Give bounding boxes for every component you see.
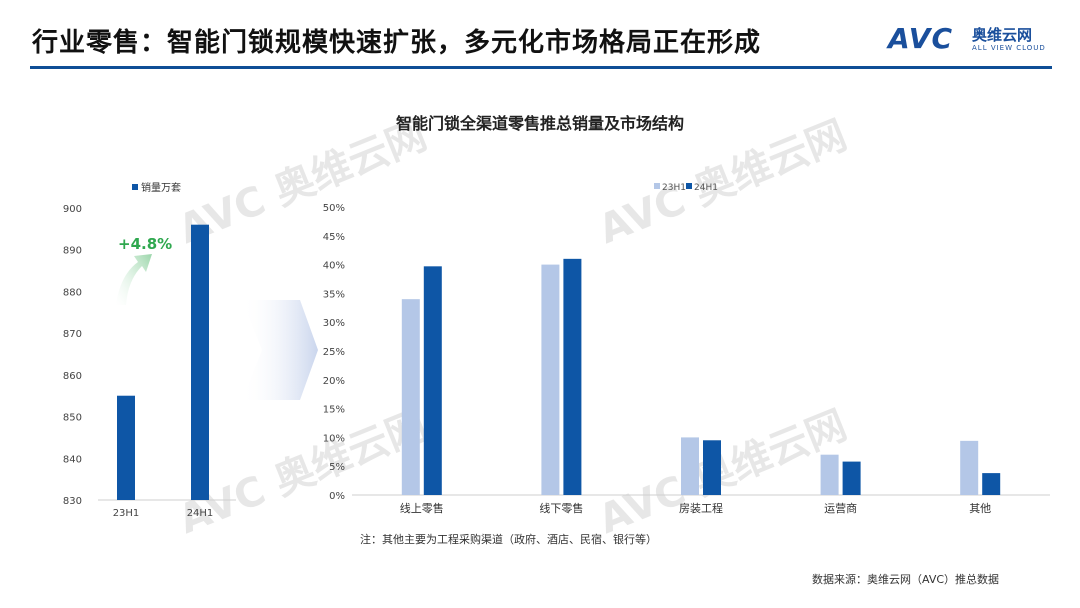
growth-annotation: +4.8%: [118, 235, 172, 253]
y-tick-label: 830: [63, 496, 82, 507]
legend-swatch: [654, 183, 660, 189]
legend-swatch: [132, 184, 138, 190]
y-tick-label: 20%: [323, 376, 345, 387]
legend-label: 23H1: [662, 183, 686, 193]
bar-24h1: [842, 461, 861, 495]
header: 行业零售：智能门锁规模快速扩张，多元化市场格局正在形成 AVC 奥维云网 ALL…: [0, 0, 1080, 69]
x-tick-label: 运营商: [824, 501, 857, 515]
y-tick-label: 870: [63, 329, 82, 340]
chart-title: 智能门锁全渠道零售推总销量及市场结构: [395, 114, 684, 133]
y-tick-label: 5%: [329, 462, 345, 473]
legend-swatch: [686, 183, 692, 189]
y-tick-label: 35%: [323, 289, 345, 300]
logo-cn-text: 奥维云网: [972, 26, 1033, 44]
y-tick-label: 890: [63, 246, 82, 257]
growth-arrow: [116, 254, 152, 305]
y-tick-label: 30%: [323, 318, 345, 329]
x-tick-label: 其他: [969, 502, 991, 515]
y-tick-label: 900: [63, 204, 82, 215]
y-tick-label: 40%: [323, 261, 345, 272]
bar-24h1: [423, 266, 442, 495]
bar-23h1: [960, 440, 979, 495]
x-tick-label: 24H1: [187, 508, 214, 519]
y-tick-label: 10%: [323, 433, 345, 444]
logo-mark: AVC: [888, 22, 953, 55]
y-tick-label: 860: [63, 371, 82, 382]
y-tick-label: 25%: [323, 347, 345, 358]
footnote: 注：其他主要为工程采购渠道（政府、酒店、民宿、银行等）: [360, 533, 657, 546]
bar-23h1: [681, 437, 699, 495]
x-tick-label: 线上零售: [400, 501, 444, 515]
bar-24h1: [703, 440, 721, 495]
y-tick-label: 880: [63, 287, 82, 298]
page-title: 行业零售：智能门锁规模快速扩张，多元化市场格局正在形成: [32, 28, 762, 58]
x-tick-label: 线下零售: [539, 501, 583, 515]
bar-volume: [191, 224, 209, 500]
bar-24h1: [982, 473, 1001, 495]
y-tick-label: 50%: [323, 203, 345, 214]
x-tick-label: 房装工程: [679, 502, 723, 515]
bar-23h1: [820, 454, 839, 495]
y-tick-label: 850: [63, 413, 82, 424]
bar-24h1: [563, 258, 582, 495]
data-source: 数据来源：奥维云网（AVC）推总数据: [812, 573, 1000, 586]
y-tick-label: 15%: [323, 405, 345, 416]
bar-23h1: [401, 299, 420, 495]
y-tick-label: 45%: [323, 232, 345, 243]
legend-label: 销量万套: [141, 181, 181, 194]
logo-en-text: ALL VIEW CLOUD: [972, 44, 1046, 52]
bar-23h1: [541, 264, 560, 495]
bar-volume: [117, 395, 135, 500]
x-tick-label: 23H1: [113, 508, 140, 519]
y-tick-label: 840: [63, 454, 82, 465]
y-tick-label: 0%: [329, 491, 345, 502]
legend-label: 24H1: [694, 183, 718, 193]
transition-arrow: [242, 300, 318, 400]
header-rule: [30, 66, 1052, 69]
brand-logo: AVC 奥维云网 ALL VIEW CLOUD: [888, 22, 1053, 58]
